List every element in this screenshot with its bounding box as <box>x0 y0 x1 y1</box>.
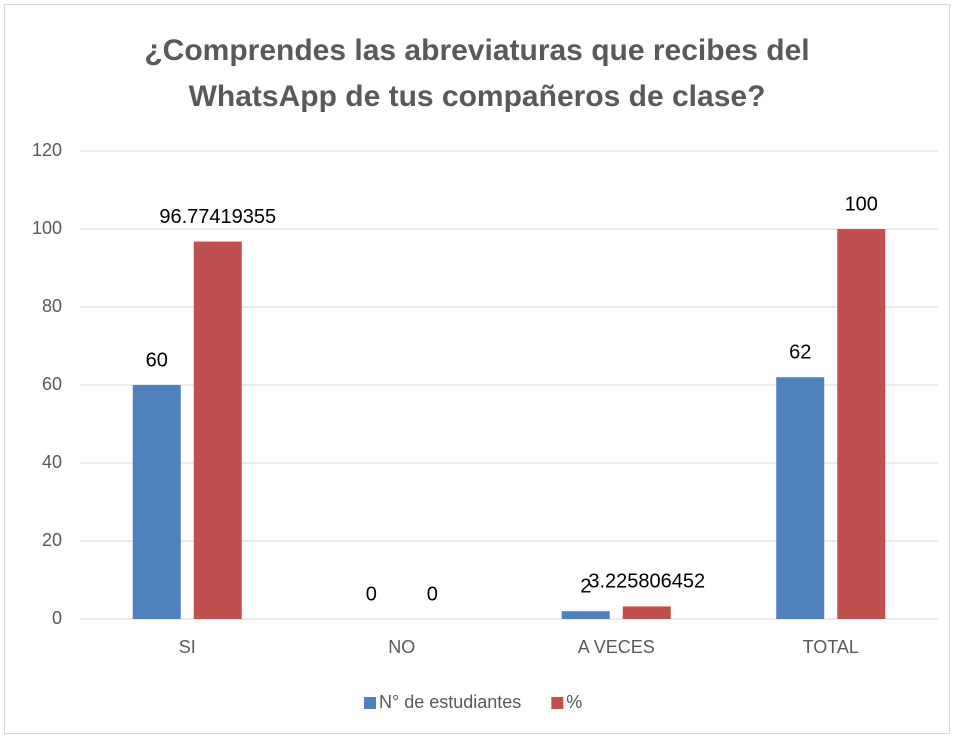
legend-label: % <box>566 692 582 712</box>
legend-label: N° de estudiantes <box>379 692 521 712</box>
y-tick-label: 60 <box>42 374 62 394</box>
data-label: 60 <box>146 349 168 371</box>
chart-title: ¿Comprendes las abreviaturas que recibes… <box>144 34 810 113</box>
y-tick-label: 0 <box>52 608 62 628</box>
x-tick-label: SI <box>179 637 196 657</box>
data-label: 0 <box>366 583 377 605</box>
data-label: 62 <box>789 341 811 363</box>
x-tick-label: NO <box>388 637 415 657</box>
y-tick-label: 80 <box>42 296 62 316</box>
bar <box>776 377 825 619</box>
y-tick-label: 120 <box>32 140 62 160</box>
legend-swatch <box>551 697 564 709</box>
y-tick-label: 100 <box>32 218 62 238</box>
y-tick-label: 20 <box>42 530 62 550</box>
data-label: 3.225806452 <box>588 571 705 593</box>
data-label: 2 <box>580 575 591 597</box>
data-label: 100 <box>845 193 878 215</box>
bar <box>837 229 886 619</box>
x-tick-label: TOTAL <box>803 637 859 657</box>
legend-swatch <box>364 697 376 709</box>
bar <box>193 241 242 620</box>
x-tick-label: A VECES <box>578 637 655 657</box>
bar <box>132 385 181 619</box>
bar <box>622 606 671 619</box>
y-tick-label: 40 <box>42 452 62 472</box>
bar <box>561 611 610 619</box>
data-label: 0 <box>427 583 438 605</box>
data-label: 96.77419355 <box>159 206 276 228</box>
